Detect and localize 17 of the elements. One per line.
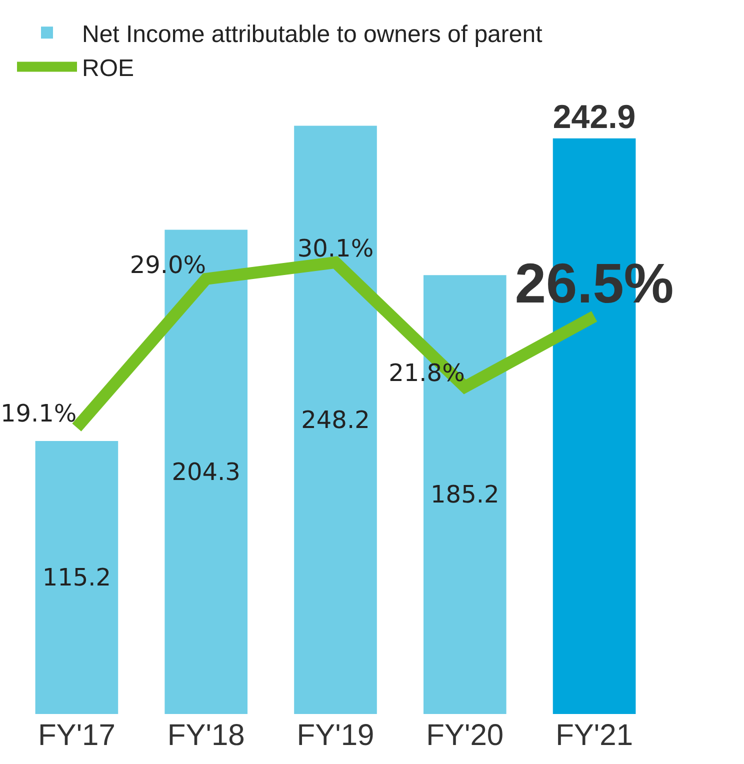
data-label: 204.3: [172, 458, 240, 486]
x-tick-label: FY'20: [426, 719, 504, 752]
data-label: 19.1%: [0, 399, 77, 428]
data-label: 248.2: [301, 406, 370, 434]
legend-label: ROE: [82, 55, 134, 82]
legend-label: Net Income attributable to owners of parent: [82, 20, 543, 48]
bar: [294, 126, 377, 714]
x-tick-label: FY'21: [556, 719, 634, 752]
data-label: 115.2: [42, 563, 112, 592]
x-tick-label: FY'19: [296, 719, 374, 752]
data-label: 21.8%: [388, 358, 465, 387]
data-label: 242.9: [552, 99, 636, 136]
bar: [35, 440, 118, 714]
x-tick-label: FY'18: [167, 719, 245, 752]
data-label: 185.2: [430, 480, 500, 509]
data-label: 30.1%: [297, 234, 374, 262]
x-tick-label: FY'17: [38, 719, 116, 752]
